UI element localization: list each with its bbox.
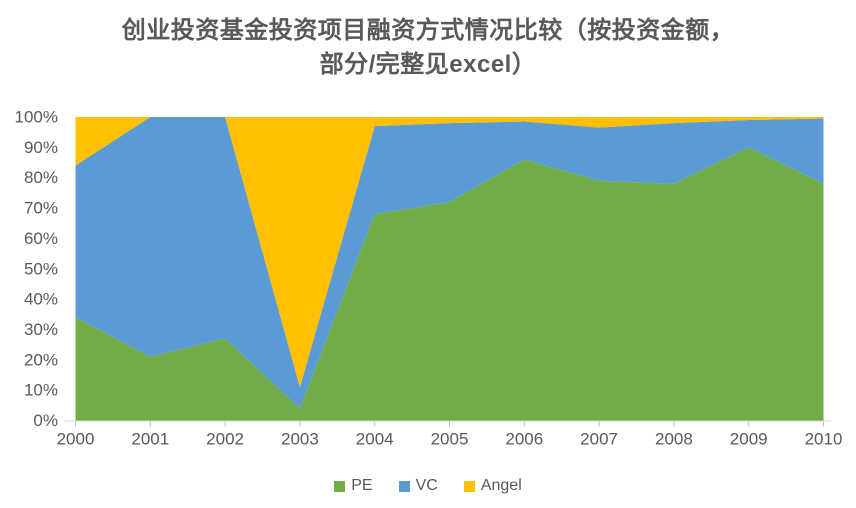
y-axis-label: 60%: [24, 229, 58, 248]
area-series-angel: [75, 117, 824, 388]
x-axis-label: 2004: [356, 430, 394, 449]
y-axis-label: 20%: [24, 350, 58, 369]
x-axis-label: 2006: [505, 430, 543, 449]
y-axis-label: 10%: [24, 381, 58, 400]
area-series-pe: [75, 147, 824, 421]
legend-swatch-vc-icon: [398, 480, 410, 492]
legend-swatch-pe-icon: [334, 480, 346, 492]
legend-item-angel: Angel: [463, 477, 522, 495]
legend-label-vc: VC: [415, 477, 438, 494]
x-axis-label: 2002: [206, 430, 244, 449]
legend-item-pe: PE: [334, 477, 373, 495]
legend-item-vc: VC: [398, 477, 438, 495]
legend-label-pe: PE: [351, 477, 373, 494]
chart-title-line2: 部分/完整见excel）: [319, 51, 537, 78]
y-axis-label: 80%: [24, 168, 58, 187]
chart-title: 创业投资基金投资项目融资方式情况比较（按投资金额， 部分/完整见excel）: [0, 14, 856, 82]
x-axis-label: 2007: [580, 430, 618, 449]
x-axis-label: 2005: [431, 430, 469, 449]
x-axis-label: 2000: [57, 430, 95, 449]
x-axis-label: 2008: [655, 430, 693, 449]
y-axis-label: 0%: [33, 411, 58, 430]
y-axis-label: 100%: [15, 108, 58, 127]
legend-swatch-angel-icon: [463, 480, 475, 492]
y-axis-label: 90%: [24, 138, 58, 157]
legend: PE VC Angel: [0, 477, 856, 495]
y-axis-label: 70%: [24, 199, 58, 218]
x-axis-label: 2003: [281, 430, 319, 449]
x-axis-label: 2001: [131, 430, 169, 449]
x-axis-label: 2010: [805, 430, 843, 449]
x-axis-label: 2009: [730, 430, 768, 449]
legend-label-angel: Angel: [480, 477, 522, 494]
y-axis-label: 40%: [24, 290, 58, 309]
y-axis-label: 50%: [24, 259, 58, 278]
y-axis-label: 30%: [24, 320, 58, 339]
area-series-vc: [75, 117, 824, 409]
chart-title-line1: 创业投资基金投资项目融资方式情况比较（按投资金额，: [121, 17, 735, 44]
